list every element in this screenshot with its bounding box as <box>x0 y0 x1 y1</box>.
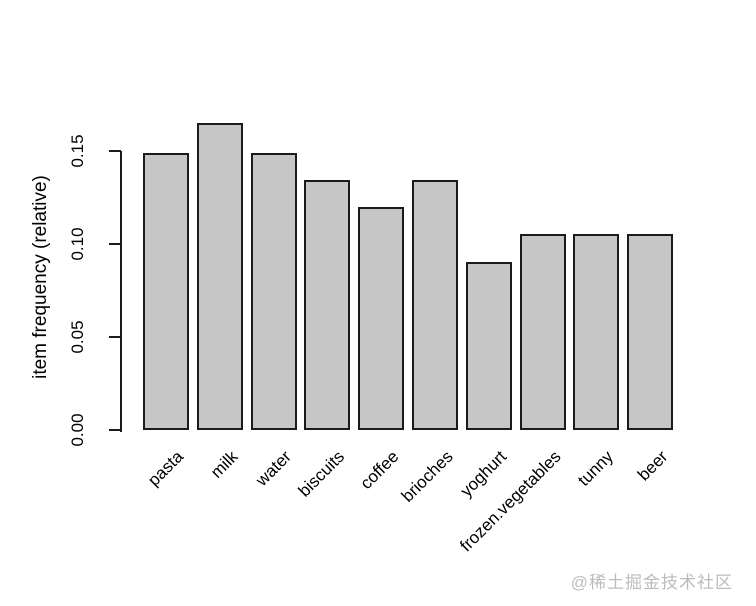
bar-biscuits <box>304 180 350 430</box>
x-category-label: water <box>252 447 296 490</box>
bar-water <box>251 153 297 430</box>
x-category-label: pasta <box>144 447 188 490</box>
bar-beer <box>627 234 673 430</box>
y-axis-tick-mark <box>109 150 121 152</box>
y-axis-tick-mark <box>109 243 121 245</box>
bar-pasta <box>143 153 189 430</box>
y-axis-tick-mark <box>109 336 121 338</box>
bar-coffee <box>358 207 404 430</box>
x-category-label: frozen.vegetables <box>456 447 565 556</box>
x-category-label: brioches <box>397 447 457 506</box>
watermark-text: @稀土掘金技术社区 <box>570 573 733 592</box>
y-axis-title: item frequency (relative) <box>30 175 51 379</box>
y-axis-tick-label: 0.15 <box>68 134 87 168</box>
x-category-label: yoghurt <box>456 447 511 501</box>
x-category-label: coffee <box>356 447 403 493</box>
x-category-label: beer <box>633 447 672 485</box>
bar-tunny <box>573 234 619 430</box>
y-axis-line <box>120 151 122 432</box>
y-axis-tick-label: 0.05 <box>68 320 87 354</box>
x-category-label: tunny <box>574 447 618 490</box>
y-axis-tick-mark <box>109 429 121 431</box>
bar-milk <box>197 123 243 430</box>
bar-brioches <box>412 180 458 430</box>
x-category-label: milk <box>206 447 242 482</box>
bar-yoghurt <box>466 262 512 430</box>
y-axis-tick-label: 0.00 <box>68 413 87 447</box>
x-category-label: biscuits <box>294 447 349 501</box>
y-axis-tick-label: 0.10 <box>68 227 87 261</box>
bar-frozen.vegetables <box>520 234 566 430</box>
